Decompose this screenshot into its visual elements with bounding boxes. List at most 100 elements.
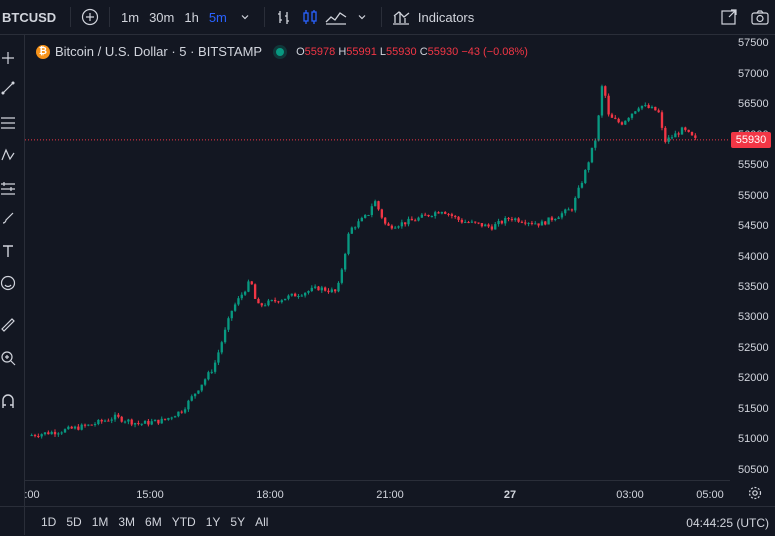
- interval-30m[interactable]: 30m: [149, 9, 175, 25]
- drawing-toolbar: [0, 35, 25, 535]
- candle: [220, 342, 223, 353]
- change-value: −43 (−0.08%): [461, 45, 528, 58]
- candle: [103, 420, 107, 422]
- candle: [230, 310, 233, 319]
- candle: [260, 303, 263, 306]
- candle: [547, 217, 550, 225]
- zoom-icon[interactable]: [0, 350, 16, 366]
- range-1d[interactable]: 1D: [41, 514, 57, 529]
- bar-style-icon[interactable]: [271, 4, 297, 30]
- open-value: 55978: [304, 45, 336, 58]
- candle: [554, 218, 557, 221]
- price-tick: 51000: [738, 433, 769, 446]
- chevron-down-icon[interactable]: [349, 4, 375, 30]
- brush-icon[interactable]: [0, 210, 16, 226]
- range-6m[interactable]: 6M: [145, 514, 162, 529]
- candle: [190, 396, 193, 401]
- range-5d[interactable]: 5D: [66, 514, 82, 529]
- divider: [263, 7, 265, 27]
- candle: [93, 424, 97, 426]
- fullscreen-icon[interactable]: [716, 4, 742, 30]
- candle: [487, 224, 490, 227]
- candle: [40, 434, 43, 437]
- candle: [110, 419, 113, 421]
- candle: [687, 129, 690, 132]
- candle: [353, 227, 357, 229]
- range-1y[interactable]: 1Y: [205, 514, 221, 529]
- candle: [50, 431, 53, 435]
- range-3m[interactable]: 3M: [118, 514, 136, 529]
- candle: [83, 424, 87, 426]
- candle: [440, 211, 444, 214]
- candle: [657, 110, 660, 113]
- candle: [524, 222, 527, 224]
- candle: [610, 114, 614, 118]
- range-1m[interactable]: 1M: [91, 514, 109, 529]
- candle: [647, 105, 650, 109]
- candle: [323, 287, 327, 291]
- bottom-toolbar: 1D 5D 1M 3M 6M YTD 1Y 5Y All 04:44:25 (U…: [0, 506, 775, 536]
- interval-1h[interactable]: 1h: [184, 9, 199, 25]
- chevron-down-icon[interactable]: [232, 4, 258, 30]
- candle: [600, 86, 604, 116]
- emoji-icon[interactable]: [0, 275, 16, 291]
- time-axis[interactable]: :00 15:00 18:00 21:00 27 03:00 05:00: [24, 480, 730, 507]
- candle: [404, 222, 407, 225]
- price-tick: 54000: [738, 250, 769, 263]
- candle: [127, 419, 130, 422]
- utc-clock[interactable]: 04:44:25 (UTC): [686, 516, 769, 530]
- candle: [484, 224, 487, 227]
- candle: [624, 120, 627, 125]
- candle: [147, 420, 150, 425]
- price-chart[interactable]: [25, 35, 730, 480]
- candle: [400, 222, 404, 227]
- area-style-icon[interactable]: [323, 4, 349, 30]
- settings-gear-icon[interactable]: [748, 486, 762, 500]
- candle: [377, 201, 380, 210]
- crosshair-icon[interactable]: [0, 50, 16, 66]
- candle: [167, 417, 170, 420]
- candle: [313, 286, 317, 288]
- interval-1m[interactable]: 1m: [121, 9, 140, 25]
- range-5y[interactable]: 5Y: [230, 514, 246, 529]
- candle: [30, 435, 33, 437]
- candle: [530, 222, 534, 224]
- market-status-icon[interactable]: [276, 47, 285, 56]
- snapshot-icon[interactable]: [747, 4, 773, 30]
- symbol-search[interactable]: BTCUSD: [2, 9, 57, 25]
- candle: [444, 211, 447, 214]
- fib-icon[interactable]: [0, 115, 16, 131]
- candle: [480, 223, 484, 227]
- trendline-icon[interactable]: [0, 80, 16, 96]
- candle: [267, 300, 270, 306]
- candle: [320, 287, 323, 291]
- candle: [504, 218, 507, 224]
- range-ytd[interactable]: YTD: [171, 514, 196, 529]
- candle: [360, 217, 363, 222]
- range-all[interactable]: All: [255, 514, 269, 529]
- candle: [33, 435, 37, 437]
- pattern-icon[interactable]: [0, 147, 16, 163]
- interval-5m[interactable]: 5m: [208, 9, 227, 25]
- add-symbol-icon[interactable]: [77, 4, 103, 30]
- candle: [550, 217, 554, 221]
- candle: [307, 291, 310, 293]
- divider: [380, 7, 382, 27]
- candle: [130, 419, 133, 425]
- candle: [567, 209, 570, 211]
- price-tick: 52500: [738, 341, 769, 354]
- candle: [534, 223, 537, 225]
- magnet-icon[interactable]: [0, 393, 16, 409]
- ruler-icon[interactable]: [0, 317, 16, 333]
- candle: [327, 290, 330, 293]
- candle-style-icon[interactable]: [297, 4, 323, 30]
- time-tick: 27: [503, 489, 517, 501]
- candle: [150, 421, 153, 425]
- prediction-icon[interactable]: [0, 180, 16, 196]
- text-icon[interactable]: [0, 243, 16, 259]
- indicators-button[interactable]: Indicators: [417, 9, 475, 25]
- price-axis[interactable]: 5750057000565005600055500550005450054000…: [730, 35, 775, 480]
- indicators-icon[interactable]: [388, 4, 414, 30]
- candle: [457, 216, 460, 220]
- candle: [390, 225, 394, 229]
